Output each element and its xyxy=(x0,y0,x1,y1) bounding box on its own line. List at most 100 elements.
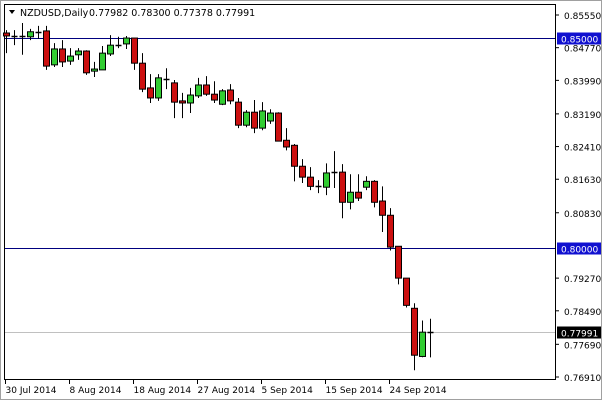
candle-body-bear xyxy=(59,48,66,63)
candle-body-bear xyxy=(235,101,242,126)
x-tick-label: 8 Aug 2014 xyxy=(70,386,122,396)
y-tick-label: 0.83990 xyxy=(564,77,601,87)
candle-body-bear xyxy=(171,82,178,103)
candle-body-bear xyxy=(83,50,90,74)
candle xyxy=(27,28,34,41)
candle xyxy=(379,186,386,233)
candle xyxy=(235,97,242,129)
candle xyxy=(331,151,338,189)
candle xyxy=(219,89,226,106)
candle-body-bear xyxy=(131,37,138,64)
candle xyxy=(355,174,362,202)
candle xyxy=(35,25,42,39)
candle xyxy=(403,277,410,308)
y-tick-label: 0.82410 xyxy=(564,144,601,154)
candle-body-bull xyxy=(419,331,426,357)
candle-body-bear xyxy=(283,139,290,148)
candle xyxy=(163,68,170,90)
x-tick-label: 5 Sep 2014 xyxy=(262,386,314,396)
y-tick-label: 0.77690 xyxy=(564,341,601,351)
candle xyxy=(187,87,194,114)
candle xyxy=(339,164,346,219)
candle-body-bear xyxy=(371,180,378,203)
y-tick-label: 0.85550 xyxy=(564,12,601,22)
x-tick-label: 18 Aug 2014 xyxy=(134,386,192,396)
candle xyxy=(203,76,210,96)
candle xyxy=(147,74,154,103)
current-price-label-bg xyxy=(557,326,601,339)
candle xyxy=(139,53,146,93)
horizontal-line-label-bg xyxy=(557,32,601,45)
candle xyxy=(115,36,122,49)
chart-header: NZDUSD,Daily 0.77982 0.78300 0.77378 0.7… xyxy=(9,8,255,19)
y-tick-label: 0.81630 xyxy=(564,176,601,186)
candle xyxy=(243,110,250,128)
candle xyxy=(99,46,106,71)
price-axis: 0.85550 0.84770 0.83990 0.83190 0.82410 0.816… xyxy=(556,12,601,384)
candle-body-bull xyxy=(243,111,250,126)
candle xyxy=(291,144,298,182)
candle xyxy=(347,174,354,210)
candle-body-bull xyxy=(67,55,74,62)
candle xyxy=(315,180,322,194)
candle-body-bear xyxy=(299,165,306,178)
dropdown-triangle-icon[interactable] xyxy=(9,10,15,14)
horizontal-line-label-bg xyxy=(557,242,601,255)
candle-body-bull xyxy=(347,191,354,203)
y-tick-label: 0.78490 xyxy=(564,308,601,318)
candle-body-bear xyxy=(211,93,218,101)
candle xyxy=(123,35,130,49)
candle-body-bull xyxy=(107,44,114,55)
candle-body-bull xyxy=(323,172,330,188)
candle-body-bear xyxy=(355,191,362,199)
candle xyxy=(131,37,138,70)
candle-body-bull xyxy=(91,68,98,72)
candle-body-bear xyxy=(395,245,402,279)
candle xyxy=(371,180,378,208)
y-tick-label: 0.79270 xyxy=(564,275,601,285)
candle xyxy=(251,100,258,134)
candle xyxy=(387,208,394,251)
candle xyxy=(75,48,82,60)
candle-body-bear xyxy=(307,176,314,187)
candle xyxy=(363,176,370,191)
candle xyxy=(419,320,426,358)
candle-body-bull xyxy=(123,37,130,45)
candle xyxy=(227,84,234,105)
candle-body-bull xyxy=(267,112,274,122)
candle xyxy=(19,22,26,55)
candle-body-bull xyxy=(27,31,34,38)
x-tick-label: 15 Sep 2014 xyxy=(326,386,383,396)
horizontal-line-label: 0.85000 xyxy=(561,36,598,46)
candle-body-bear xyxy=(227,89,234,102)
candle xyxy=(275,112,282,142)
horizontal-line-label: 0.80000 xyxy=(561,246,598,256)
candle xyxy=(427,318,434,358)
candle-body-bear xyxy=(3,32,10,37)
candle xyxy=(195,77,202,98)
candle xyxy=(211,81,218,103)
candle-body-bear xyxy=(411,307,418,356)
candle-body-bear xyxy=(403,277,410,306)
y-tick-label: 0.76910 xyxy=(564,374,601,384)
candle-body-bear xyxy=(275,112,282,142)
x-tick-label: 24 Sep 2014 xyxy=(390,386,447,396)
symbol-label: NZDUSD,Daily xyxy=(20,8,89,19)
candle xyxy=(107,35,114,57)
candle xyxy=(267,109,274,124)
candle xyxy=(259,102,266,131)
candle xyxy=(283,128,290,151)
horizontal-lines: 0.85000 0.80000 xyxy=(5,32,601,333)
candle xyxy=(299,159,306,184)
candle-body-bull xyxy=(75,50,82,56)
current-price-label: 0.77991 xyxy=(561,330,598,340)
y-tick-label: 0.84770 xyxy=(564,45,601,55)
candle xyxy=(51,43,58,67)
candle xyxy=(307,167,314,191)
ohlc-readout: 0.77982 0.78300 0.77378 0.77991 xyxy=(89,8,255,19)
candles xyxy=(3,22,434,371)
candle-body-bull xyxy=(219,90,226,105)
candle-body-bull xyxy=(51,48,58,66)
